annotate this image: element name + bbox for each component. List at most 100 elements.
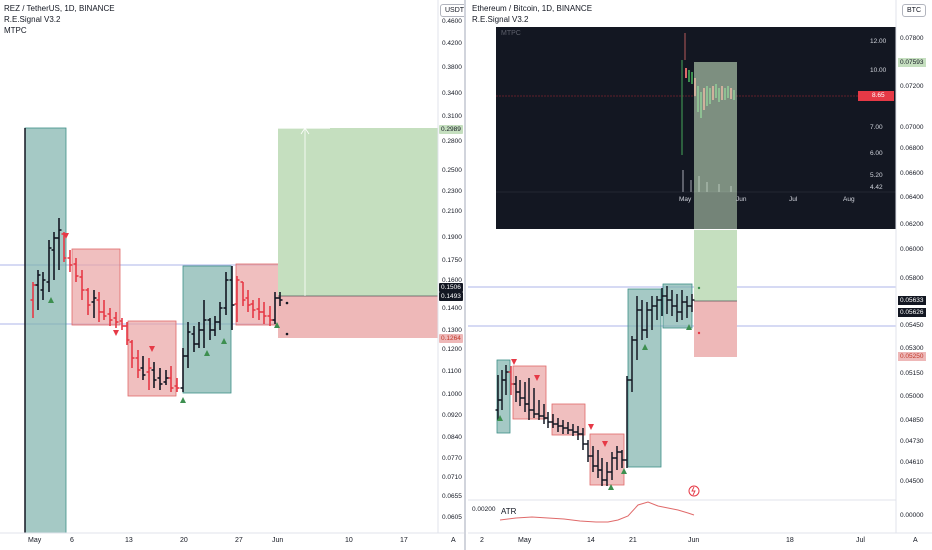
price-tick: 0.04610 [900, 459, 924, 466]
sell-signal-icon [113, 330, 119, 336]
time-tick: 18 [786, 537, 794, 544]
dot-marker [285, 332, 289, 336]
price-tick: 0.1400 [442, 305, 462, 312]
indicator-label[interactable]: MTPC [4, 26, 27, 35]
right-legend: Ethereum / Bitcoin, 1D, BINANCE R.E.Sign… [472, 3, 592, 25]
target-zone [278, 128, 438, 296]
buy-zone-box [627, 288, 662, 468]
price-tick: 0.0655 [442, 493, 462, 500]
price-tick: 0.06200 [900, 221, 924, 228]
atr-label: ATR [501, 507, 517, 516]
time-tick: 20 [180, 537, 188, 544]
price-tick: 0.3800 [442, 64, 462, 71]
inset-price-tick: 8.65 [872, 92, 885, 99]
price-tick: 0.04500 [900, 478, 924, 485]
inset-time-tick: Jun [736, 196, 747, 203]
time-axis[interactable]: May 14 21 Jun 18 Jul [468, 535, 896, 549]
inset-candle [688, 70, 690, 82]
time-tick: Jun [272, 537, 284, 544]
time-tick: 6 [70, 537, 74, 544]
inset-price-tick: 12.00 [870, 38, 887, 45]
inset-price-tick: 4.42 [870, 184, 883, 191]
price-tick: 0.05150 [900, 370, 924, 377]
sell-signal-icon [602, 441, 608, 447]
price-tick: 0.07800 [900, 35, 924, 42]
price-tick: 0.07000 [900, 124, 924, 131]
time-tick: 27 [235, 537, 243, 544]
left-chart-canvas[interactable] [0, 0, 466, 550]
price-tick: 0.0605 [442, 514, 462, 521]
inset-volume-bar [682, 170, 684, 192]
sell-signal-icon [588, 424, 594, 430]
currency-button[interactable]: USDT [440, 4, 464, 17]
measure-label: 0.1498 (100.31%) 1,498 [252, 103, 371, 115]
sell-signal-icon [534, 375, 540, 381]
symbol-title[interactable]: REZ / TetherUS, 1D, BINANCE [4, 4, 115, 13]
sell-signal-icon [511, 359, 517, 365]
right-chart-canvas[interactable] [468, 0, 932, 550]
time-tick: 13 [125, 537, 133, 544]
target-zone [694, 230, 737, 301]
inset-time-tick: Aug [843, 196, 855, 203]
buy-signal-icon [274, 322, 280, 328]
buy-signal-icon [497, 415, 503, 421]
price-tick: 0.1600 [442, 277, 462, 284]
price-tick: 0.06600 [900, 170, 924, 177]
buy-signal-icon [621, 468, 627, 474]
time-axis[interactable]: May 6 13 20 27 Jun 10 17 [0, 535, 438, 549]
inset-indicator-label: MTPC [501, 30, 521, 37]
price-axis[interactable]: 0.07800 0.07593 0.07200 0.07000 0.06800 0.066… [896, 0, 932, 533]
current-price-label: 0.1493 [439, 292, 463, 301]
currency-button[interactable]: BTC [902, 4, 926, 17]
indicator-label[interactable]: R.E.Signal V3.2 [4, 15, 61, 24]
price-tick: 0.05250 [898, 352, 926, 361]
indicator-label[interactable]: R.E.Signal V3.2 [472, 15, 529, 24]
buy-zone-box [24, 127, 67, 534]
entry-price-label: 0.1506 [439, 283, 463, 292]
stop-zone [694, 301, 737, 357]
buy-signal-icon [221, 338, 227, 344]
inset-time-tick: Jul [789, 196, 798, 203]
price-tick: 0.1100 [442, 368, 462, 375]
price-tick: 0.05450 [900, 322, 924, 329]
inset-time-tick: May [679, 196, 692, 203]
price-tick: 0.04850 [900, 417, 924, 424]
price-tick: 0.0770 [442, 455, 462, 462]
price-tick: 0.1900 [442, 234, 462, 241]
price-tick: 0.4200 [442, 40, 462, 47]
price-tick: 0.05300 [900, 345, 924, 352]
buy-signal-icon [180, 397, 186, 403]
buy-zone-box [182, 265, 232, 394]
price-tick: 0.2800 [442, 138, 462, 145]
auto-scale-button[interactable]: A [451, 537, 456, 544]
time-tick: 21 [629, 537, 637, 544]
price-tick: 0.06800 [900, 145, 924, 152]
left-legend: REZ / TetherUS, 1D, BINANCE R.E.Signal V… [4, 3, 115, 36]
price-tick: 0.07593 [898, 58, 926, 67]
inset-candle [685, 68, 687, 78]
price-tick: 0.06000 [900, 246, 924, 253]
pane-number[interactable]: 2 [480, 537, 484, 544]
symbol-title[interactable]: Ethereum / Bitcoin, 1D, BINANCE [472, 4, 593, 13]
price-axis[interactable]: 0.4600 0.4200 0.3800 0.3400 0.3100 0.2800 0.25… [438, 0, 464, 533]
time-tick: May [518, 537, 532, 544]
right-chart-panel[interactable]: Ethereum / Bitcoin, 1D, BINANCE R.E.Sign… [468, 0, 932, 550]
dot-marker [285, 301, 289, 305]
left-chart-panel[interactable]: 0.1498 (100.31%) 1,498 REZ / TetherUS, 1… [0, 0, 466, 550]
buy-signal-icon [204, 350, 210, 356]
time-tick: 17 [400, 537, 408, 544]
time-tick: 14 [587, 537, 595, 544]
inset-price-tick: 7.00 [870, 124, 883, 131]
price-tick: 0.1200 [442, 346, 462, 353]
buy-signal-icon [642, 344, 648, 350]
auto-scale-button[interactable]: A [913, 537, 918, 544]
inset-price-badge [858, 91, 894, 101]
inset-price-tick: 10.00 [870, 67, 887, 74]
price-tick: 0.1000 [442, 391, 462, 398]
price-tick: 0.2100 [442, 208, 462, 215]
price-tick: 0.05626 [898, 308, 926, 317]
sell-signal-icon [149, 346, 155, 352]
sell-signal-icon [63, 233, 69, 239]
time-tick: Jul [856, 537, 865, 544]
time-tick: Jun [688, 537, 700, 544]
